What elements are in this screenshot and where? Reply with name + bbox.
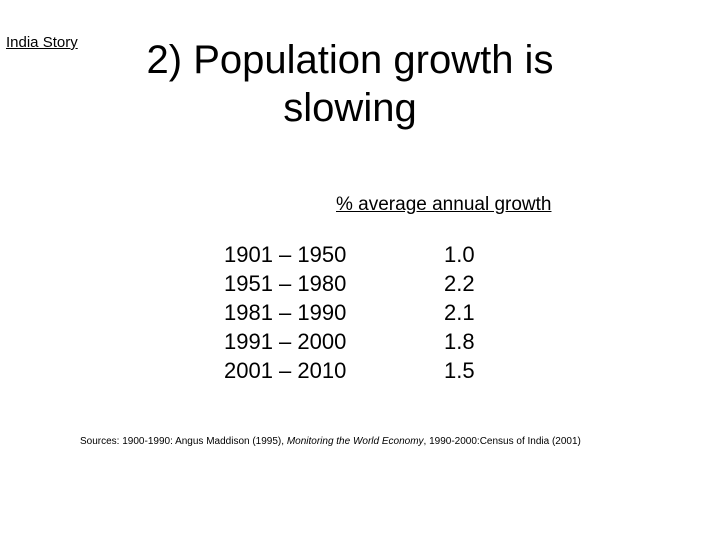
- period-cell: 1901 – 1950: [224, 242, 347, 267]
- period-cell: 1951 – 1980: [224, 271, 347, 296]
- growth-value-cell: 1.0: [444, 242, 475, 267]
- growth-value-cell: 2.2: [444, 271, 475, 296]
- sources-footnote: Sources: 1900-1990: Angus Maddison (1995…: [80, 436, 581, 447]
- table-row: 2001 – 2010 1.5: [224, 356, 484, 385]
- slide-title: 2) Population growth is slowing: [146, 38, 554, 130]
- table-row: 1951 – 1980 2.2: [224, 269, 484, 298]
- table-row: 1981 – 1990 2.1: [224, 298, 484, 327]
- growth-table: 1901 – 1950 1.0 1951 – 1980 2.2 1981 – 1…: [224, 240, 484, 385]
- growth-value-cell: 1.8: [444, 329, 475, 354]
- period-cell: 1991 – 2000: [224, 329, 347, 354]
- period-cell: 1981 – 1990: [224, 300, 347, 325]
- growth-column-header: % average annual growth: [336, 194, 552, 215]
- growth-value-cell: 1.5: [444, 358, 475, 383]
- sources-suffix: , 1990-2000:Census of India (2001): [423, 436, 581, 447]
- section-label: India Story: [6, 34, 78, 51]
- sources-book-title: Monitoring the World Economy: [286, 436, 424, 447]
- table-row: 1901 – 1950 1.0: [224, 240, 484, 269]
- period-cell: 2001 – 2010: [224, 358, 347, 383]
- growth-value-cell: 2.1: [444, 300, 475, 325]
- sources-prefix: Sources: 1900-1990: Angus Maddison (1995…: [80, 436, 287, 447]
- table-row: 1991 – 2000 1.8: [224, 327, 484, 356]
